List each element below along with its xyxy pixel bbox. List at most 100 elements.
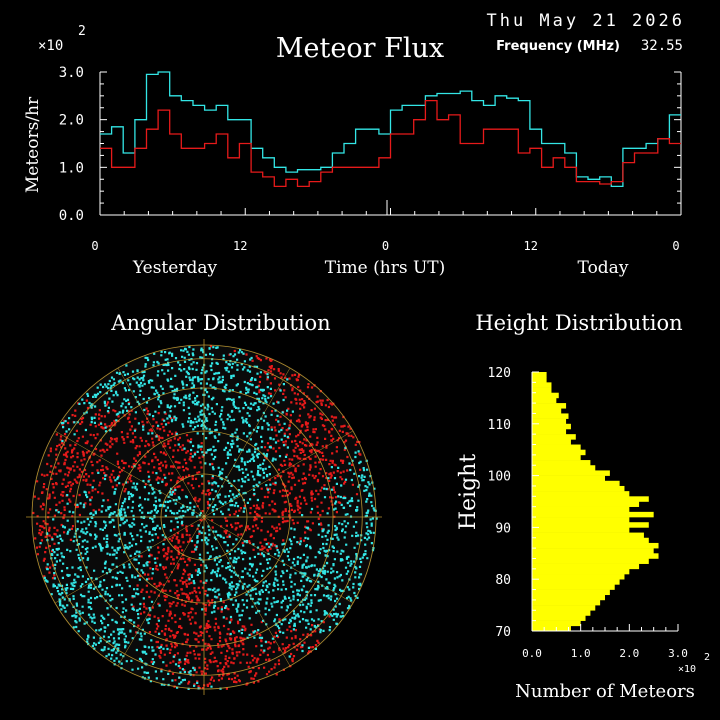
sky-grid <box>26 339 382 695</box>
sky-points-cyan <box>39 345 378 690</box>
height-bar <box>532 392 559 399</box>
flux-day-label-yesterday: Yesterday <box>132 258 218 278</box>
height-bar <box>532 506 630 513</box>
height-bar <box>532 465 596 471</box>
height-bar <box>532 485 625 492</box>
height-x-tick-label: 1.0 <box>571 647 591 660</box>
flux-scale-exp: 2 <box>78 24 86 39</box>
flux-x-tick-label: 12 <box>524 239 538 253</box>
flux-x-tick-label: 0 <box>91 239 98 253</box>
height-y-tick-label: 100 <box>488 470 511 485</box>
flux-day-label-today: Today <box>578 258 629 278</box>
page-title: Meteor Flux <box>276 33 444 64</box>
height-bar <box>532 574 625 580</box>
height-bar <box>532 594 605 601</box>
height-bar <box>532 397 557 404</box>
height-bar <box>532 558 649 564</box>
height-bar <box>532 418 567 425</box>
height-title: Height Distribution <box>475 311 682 335</box>
height-y-tick-label: 110 <box>488 418 511 433</box>
flux-series-cyan <box>100 71 681 188</box>
flux-chart: ×10 2 Meteors/hr Time (hrs UT) Yesterday… <box>23 24 682 278</box>
flux-y-tick-label: 2.0 <box>59 113 84 129</box>
sky-grid-spoke <box>117 516 205 667</box>
height-bar <box>532 480 620 487</box>
angular-title: Angular Distribution <box>110 311 330 335</box>
sky-grid-spoke <box>203 516 354 604</box>
date-label: Thu May 21 2026 <box>486 11 685 31</box>
height-bar <box>532 548 654 554</box>
flux-y-tick-label: 0.0 <box>59 208 84 224</box>
height-bar <box>532 605 596 611</box>
frequency-label: Frequency (MHz) <box>496 39 620 54</box>
height-bar <box>532 449 586 456</box>
height-bar <box>532 527 630 533</box>
height-bar <box>532 579 620 585</box>
height-bar <box>532 470 610 476</box>
height-x-axis-label: Number of Meteors <box>515 681 695 702</box>
height-bar <box>532 372 547 378</box>
height-bar <box>532 620 581 627</box>
height-bar <box>532 403 567 409</box>
height-bar <box>532 387 552 394</box>
sky-grid-spoke <box>54 516 205 604</box>
sky-grid-spoke <box>203 516 291 667</box>
height-x-tick-label: 3.0 <box>668 647 688 660</box>
height-bar <box>532 382 552 388</box>
height-bar <box>532 454 581 461</box>
height-bar <box>532 511 654 518</box>
height-bar <box>532 589 610 596</box>
height-bar <box>532 423 571 430</box>
flux-y-tick-label: 1.0 <box>59 160 84 176</box>
sky-dots <box>32 345 378 690</box>
height-bar <box>532 475 605 482</box>
angular-chart: Angular Distribution <box>26 311 382 695</box>
height-bar <box>532 413 569 419</box>
sky-grid-spoke <box>54 430 205 518</box>
height-y-tick-label: 80 <box>495 573 511 588</box>
height-bar <box>532 532 644 539</box>
flux-x-tick-label: 0 <box>672 239 679 253</box>
height-bar <box>532 496 649 502</box>
flux-x-tick-label: 0 <box>382 239 389 253</box>
height-bar <box>532 377 547 383</box>
height-bar <box>532 460 591 466</box>
frequency-value: 32.55 <box>641 38 683 54</box>
height-bar <box>532 501 640 507</box>
flux-x-axis-label: Time (hrs UT) <box>325 258 446 278</box>
height-bar <box>532 568 630 575</box>
height-y-tick-label: 70 <box>495 625 511 640</box>
flux-scale-label: ×10 <box>38 38 63 54</box>
height-bar <box>532 599 601 606</box>
flux-y-axis-label: Meteors/hr <box>23 96 43 193</box>
sky-grid-spoke <box>203 430 354 518</box>
height-y-tick-label: 120 <box>488 366 511 381</box>
height-bar <box>532 553 659 559</box>
height-bar <box>532 625 571 632</box>
height-chart: Height Distribution Height Number of Met… <box>456 311 710 702</box>
height-bar <box>532 584 615 590</box>
height-y-tick-label: 90 <box>495 521 511 536</box>
height-bar <box>532 610 591 616</box>
height-x-tick-label: 2.0 <box>619 647 639 660</box>
height-bar <box>532 434 576 440</box>
flux-x-tick-label: 12 <box>233 239 247 253</box>
height-bar <box>532 517 630 523</box>
height-y-axis-label: Height <box>456 454 481 530</box>
height-bar <box>532 439 571 445</box>
height-x-tick-label: 0.0 <box>522 647 542 660</box>
flux-y-tick-label: 3.0 <box>59 65 84 81</box>
flux-series-red <box>100 99 681 188</box>
height-bar <box>532 563 640 570</box>
height-bar <box>532 428 567 435</box>
height-bars <box>532 372 659 632</box>
height-bar <box>532 522 649 528</box>
height-bar <box>532 408 562 414</box>
height-bar <box>532 615 586 621</box>
height-bar <box>532 542 659 549</box>
height-bar <box>532 537 649 544</box>
sky-grid-spoke <box>203 367 291 518</box>
height-scale-exp: 2 <box>704 652 710 663</box>
height-bar <box>532 444 581 450</box>
